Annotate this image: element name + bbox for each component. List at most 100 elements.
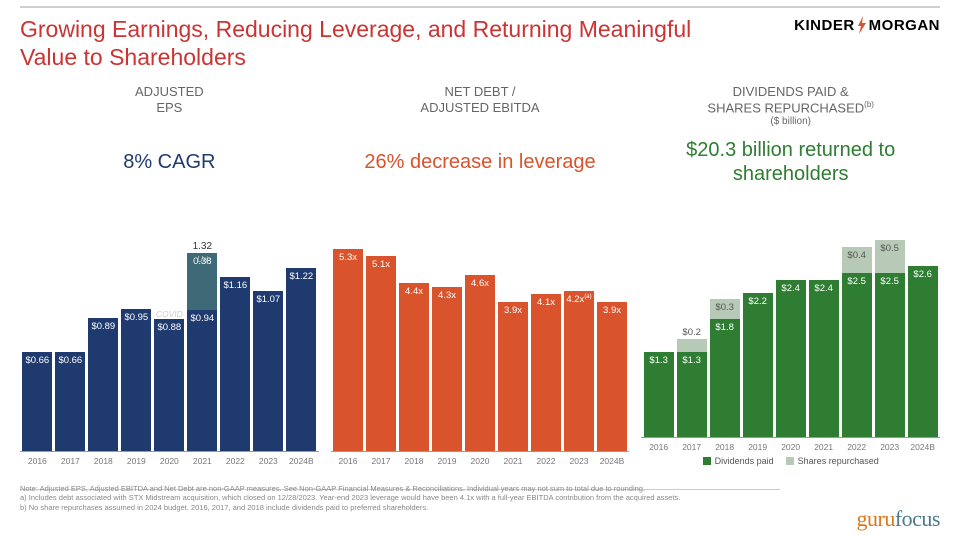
bar-label: 5.3x xyxy=(333,252,363,263)
bar-segment: $0.95 xyxy=(121,309,151,452)
panel-title: NET DEBT /ADJUSTED EBITDA xyxy=(420,84,539,128)
brand-logo: KINDER MORGAN xyxy=(794,16,940,34)
x-tick-label: 2020 xyxy=(154,456,184,466)
footnote-line: a) Includes debt associated with STX Mid… xyxy=(20,493,940,502)
bar-top-note: Uri xyxy=(187,254,217,264)
gurufocus-part2: focus xyxy=(895,506,940,531)
bar-label: $0.66 xyxy=(22,355,52,366)
page-title: Growing Earnings, Reducing Leverage, and… xyxy=(20,16,740,71)
bar-plot: $1.3$0.2$1.3$0.3$1.8$2.2$2.4$2.4$0.4$2.5… xyxy=(641,192,940,438)
x-tick-label: 2024B xyxy=(286,456,316,466)
panel-subtitle: ($ billion) xyxy=(770,116,811,128)
bar-label: $2.4 xyxy=(809,283,839,294)
bar-slot: $0.66 xyxy=(55,192,85,451)
bar-segment: $1.22 xyxy=(286,268,316,451)
panel-leverage: NET DEBT /ADJUSTED EBITDA26% decrease in… xyxy=(331,84,630,466)
bar-slot: $1.07 xyxy=(253,192,283,451)
bar-label: 4.2x(a) xyxy=(564,294,594,305)
bar-segment: $2.2 xyxy=(743,293,773,437)
bar-plot: 5.3x5.1x4.4x4.3x4.6x3.9x4.1x4.2x(a)3.9x xyxy=(331,192,630,452)
x-tick-label: 2021 xyxy=(187,456,217,466)
bar-label: 3.9x xyxy=(498,305,528,316)
bar-label: 5.1x xyxy=(366,259,396,270)
bar-segment: 3.9x xyxy=(498,302,528,451)
bar-label: $2.5 xyxy=(875,276,905,287)
x-tick-label: 2022 xyxy=(531,456,561,466)
bar-label: 4.4x xyxy=(399,286,429,297)
x-tick-label: 2018 xyxy=(710,442,740,452)
x-tick-label: 2024B xyxy=(908,442,938,452)
bar-segment: 3.9x xyxy=(597,302,627,451)
bar-segment: $2.4 xyxy=(809,280,839,438)
bar-top-label: $0.4 xyxy=(842,250,872,261)
x-tick-label: 2018 xyxy=(88,456,118,466)
bar-note: COVID xyxy=(156,309,183,319)
bar-label: 4.1x xyxy=(531,297,561,308)
x-axis-labels: 201620172018201920202021202220232024B xyxy=(641,442,940,452)
brand-left: KINDER xyxy=(794,17,855,34)
legend-item: Dividends paid xyxy=(703,456,774,466)
bar-slot: $2.2 xyxy=(743,192,773,437)
bar-segment: $1.3 xyxy=(644,352,674,437)
bar-slot: $1.16 xyxy=(220,192,250,451)
x-tick-label: 2016 xyxy=(333,456,363,466)
gurufocus-logo: gurufocus xyxy=(857,506,940,532)
bar-segment: $1.8 xyxy=(710,319,740,437)
bar-slot: 5.1x xyxy=(366,192,396,451)
bar-segment: $0.89 xyxy=(88,318,118,452)
lightning-bolt-icon xyxy=(856,16,868,34)
bar-segment: $2.5 xyxy=(875,273,905,437)
bar-slot: 1.320.38Uri$0.94 xyxy=(187,192,217,451)
bar-label: $0.66 xyxy=(55,355,85,366)
panel-title-l1: ADJUSTED xyxy=(135,84,204,100)
bar-label: $0.94 xyxy=(187,313,217,324)
x-tick-label: 2017 xyxy=(55,456,85,466)
x-tick-label: 2023 xyxy=(564,456,594,466)
bar-label: $0.88 xyxy=(154,322,184,333)
legend-label: Shares repurchased xyxy=(798,456,879,466)
x-tick-label: 2017 xyxy=(366,456,396,466)
legend-swatch xyxy=(786,457,794,465)
x-tick-label: 2022 xyxy=(220,456,250,466)
bar-label: $1.8 xyxy=(710,322,740,333)
x-tick-label: 2024B xyxy=(597,456,627,466)
x-tick-label: 2018 xyxy=(399,456,429,466)
bar-segment: 4.1x xyxy=(531,294,561,451)
bar-label: $1.3 xyxy=(677,355,707,366)
legend-label: Dividends paid xyxy=(715,456,774,466)
x-tick-label: 2016 xyxy=(644,442,674,452)
bar-slot: $1.22 xyxy=(286,192,316,451)
x-tick-label: 2019 xyxy=(121,456,151,466)
bar-segment: $0.66 xyxy=(55,352,85,451)
footnotes: Note: Adjusted EPS, Adjusted EBITDA and … xyxy=(20,484,940,512)
top-rule xyxy=(20,6,940,8)
x-tick-label: 2023 xyxy=(875,442,905,452)
bar-label: $2.2 xyxy=(743,296,773,307)
legend-item: Shares repurchased xyxy=(786,456,879,466)
bar-slot: $2.6 xyxy=(908,192,938,437)
bar-top-segment: $0.4 xyxy=(842,247,872,273)
bar-label: $2.5 xyxy=(842,276,872,287)
bar-segment: 4.4x xyxy=(399,283,429,451)
bar-slot: $1.3 xyxy=(644,192,674,437)
panel-title-l2: ADJUSTED EBITDA xyxy=(420,100,539,116)
bar-segment: 5.3x xyxy=(333,249,363,451)
bar-top-label: $0.3 xyxy=(710,302,740,313)
bar-slot: $2.4 xyxy=(809,192,839,437)
bar-segment: $1.3 xyxy=(677,352,707,437)
bar-top-label: $0.2 xyxy=(677,327,707,338)
bar-top-segment: $0.5 xyxy=(875,240,905,273)
x-tick-label: 2020 xyxy=(465,456,495,466)
bar-segment: $1.16 xyxy=(220,277,250,451)
bar-slot: 4.4x xyxy=(399,192,429,451)
panel-title-l2: SHARES REPURCHASED(b) xyxy=(707,100,874,116)
footnote-line: Note: Adjusted EPS, Adjusted EBITDA and … xyxy=(20,484,940,493)
x-tick-label: 2021 xyxy=(498,456,528,466)
bar-segment: 5.1x xyxy=(366,256,396,451)
x-tick-label: 2020 xyxy=(776,442,806,452)
brand-right: MORGAN xyxy=(869,17,940,34)
legend-swatch xyxy=(703,457,711,465)
bar-segment: $2.6 xyxy=(908,266,938,437)
bar-segment: $0.66 xyxy=(22,352,52,451)
gurufocus-part1: guru xyxy=(857,506,895,531)
